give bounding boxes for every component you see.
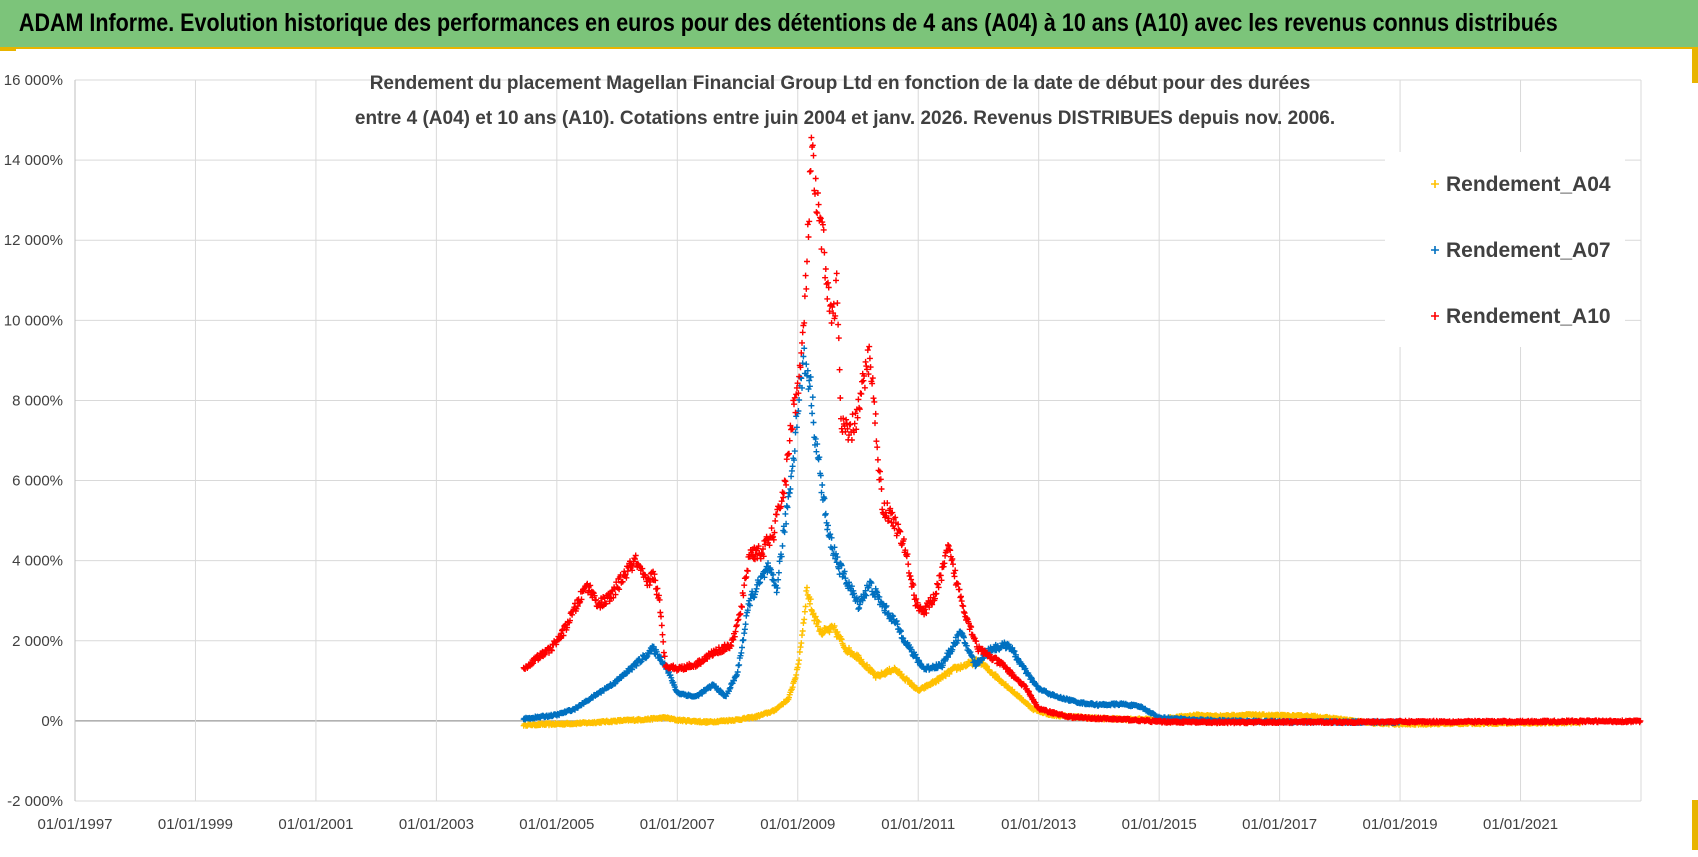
x-tick-label: 01/01/2005 [519, 816, 594, 833]
legend-item-Rendement_A10: Rendement_A10 [1431, 305, 1611, 328]
x-tick-label: 01/01/2019 [1363, 816, 1438, 833]
y-tick-label: 6 000% [12, 473, 63, 490]
x-tick-label: 01/01/1997 [37, 816, 112, 833]
legend-item-Rendement_A07: Rendement_A07 [1431, 239, 1611, 262]
corner-accent-tl [0, 47, 16, 51]
axes: -2 000% 0% 2 000% 4 000% 6 000% 8 000% 10 000%… [4, 72, 1558, 833]
legend-marker [1431, 246, 1439, 254]
banner: ADAM Informe. Evolution historique des p… [0, 0, 1698, 49]
legend-marker [1431, 312, 1439, 320]
chart-title: Rendement du placement Magellan Financia… [355, 73, 1335, 129]
x-tick-label: 01/01/2007 [640, 816, 715, 833]
x-tick-label: 01/01/2009 [760, 816, 835, 833]
legend-marker [1431, 180, 1439, 188]
chart-title-line-1: Rendement du placement Magellan Financia… [370, 73, 1311, 94]
y-tick-label: 0% [41, 713, 63, 730]
y-tick-label: 4 000% [12, 553, 63, 570]
series-markers-Rendement_A10 [520, 134, 1644, 727]
legend-item-Rendement_A04: Rendement_A04 [1431, 173, 1611, 196]
banner-title: ADAM Informe. Evolution historique des p… [18, 9, 1558, 37]
legend-box [1385, 152, 1625, 347]
corner-accent-br [1692, 800, 1698, 850]
chart-title-line-2: entre 4 (A04) et 10 ans (A10). Cotations… [355, 108, 1335, 129]
x-tick-label: 01/01/2003 [399, 816, 474, 833]
series-Rendement_A04 [520, 584, 1584, 729]
corner-accent-tr [1692, 47, 1698, 83]
legend-label: Rendement_A07 [1446, 239, 1611, 262]
x-tick-label: 01/01/2001 [278, 816, 353, 833]
x-tick-label: 01/01/2017 [1242, 816, 1317, 833]
x-tick-label: 01/01/2015 [1122, 816, 1197, 833]
series-layer [520, 134, 1644, 729]
y-tick-label: 2 000% [12, 633, 63, 650]
x-tick-label: 01/01/2013 [1001, 816, 1076, 833]
legend-label: Rendement_A10 [1446, 305, 1611, 328]
y-tick-label: 8 000% [12, 392, 63, 409]
y-tick-label: 14 000% [4, 152, 63, 169]
x-tick-label: 01/01/2021 [1483, 816, 1558, 833]
y-tick-label: -2 000% [7, 793, 63, 810]
y-tick-label: 16 000% [4, 72, 63, 89]
x-tick-label: 01/01/1999 [158, 816, 233, 833]
legend-label: Rendement_A04 [1446, 173, 1611, 196]
legend: Rendement_A04 Rendement_A07 Rendement_A10 [1385, 152, 1625, 347]
y-tick-label: 10 000% [4, 312, 63, 329]
series-markers-Rendement_A04 [520, 584, 1584, 729]
y-tick-label: 12 000% [4, 232, 63, 249]
x-tick-label: 01/01/2011 [881, 816, 955, 833]
series-Rendement_A10 [520, 134, 1644, 727]
